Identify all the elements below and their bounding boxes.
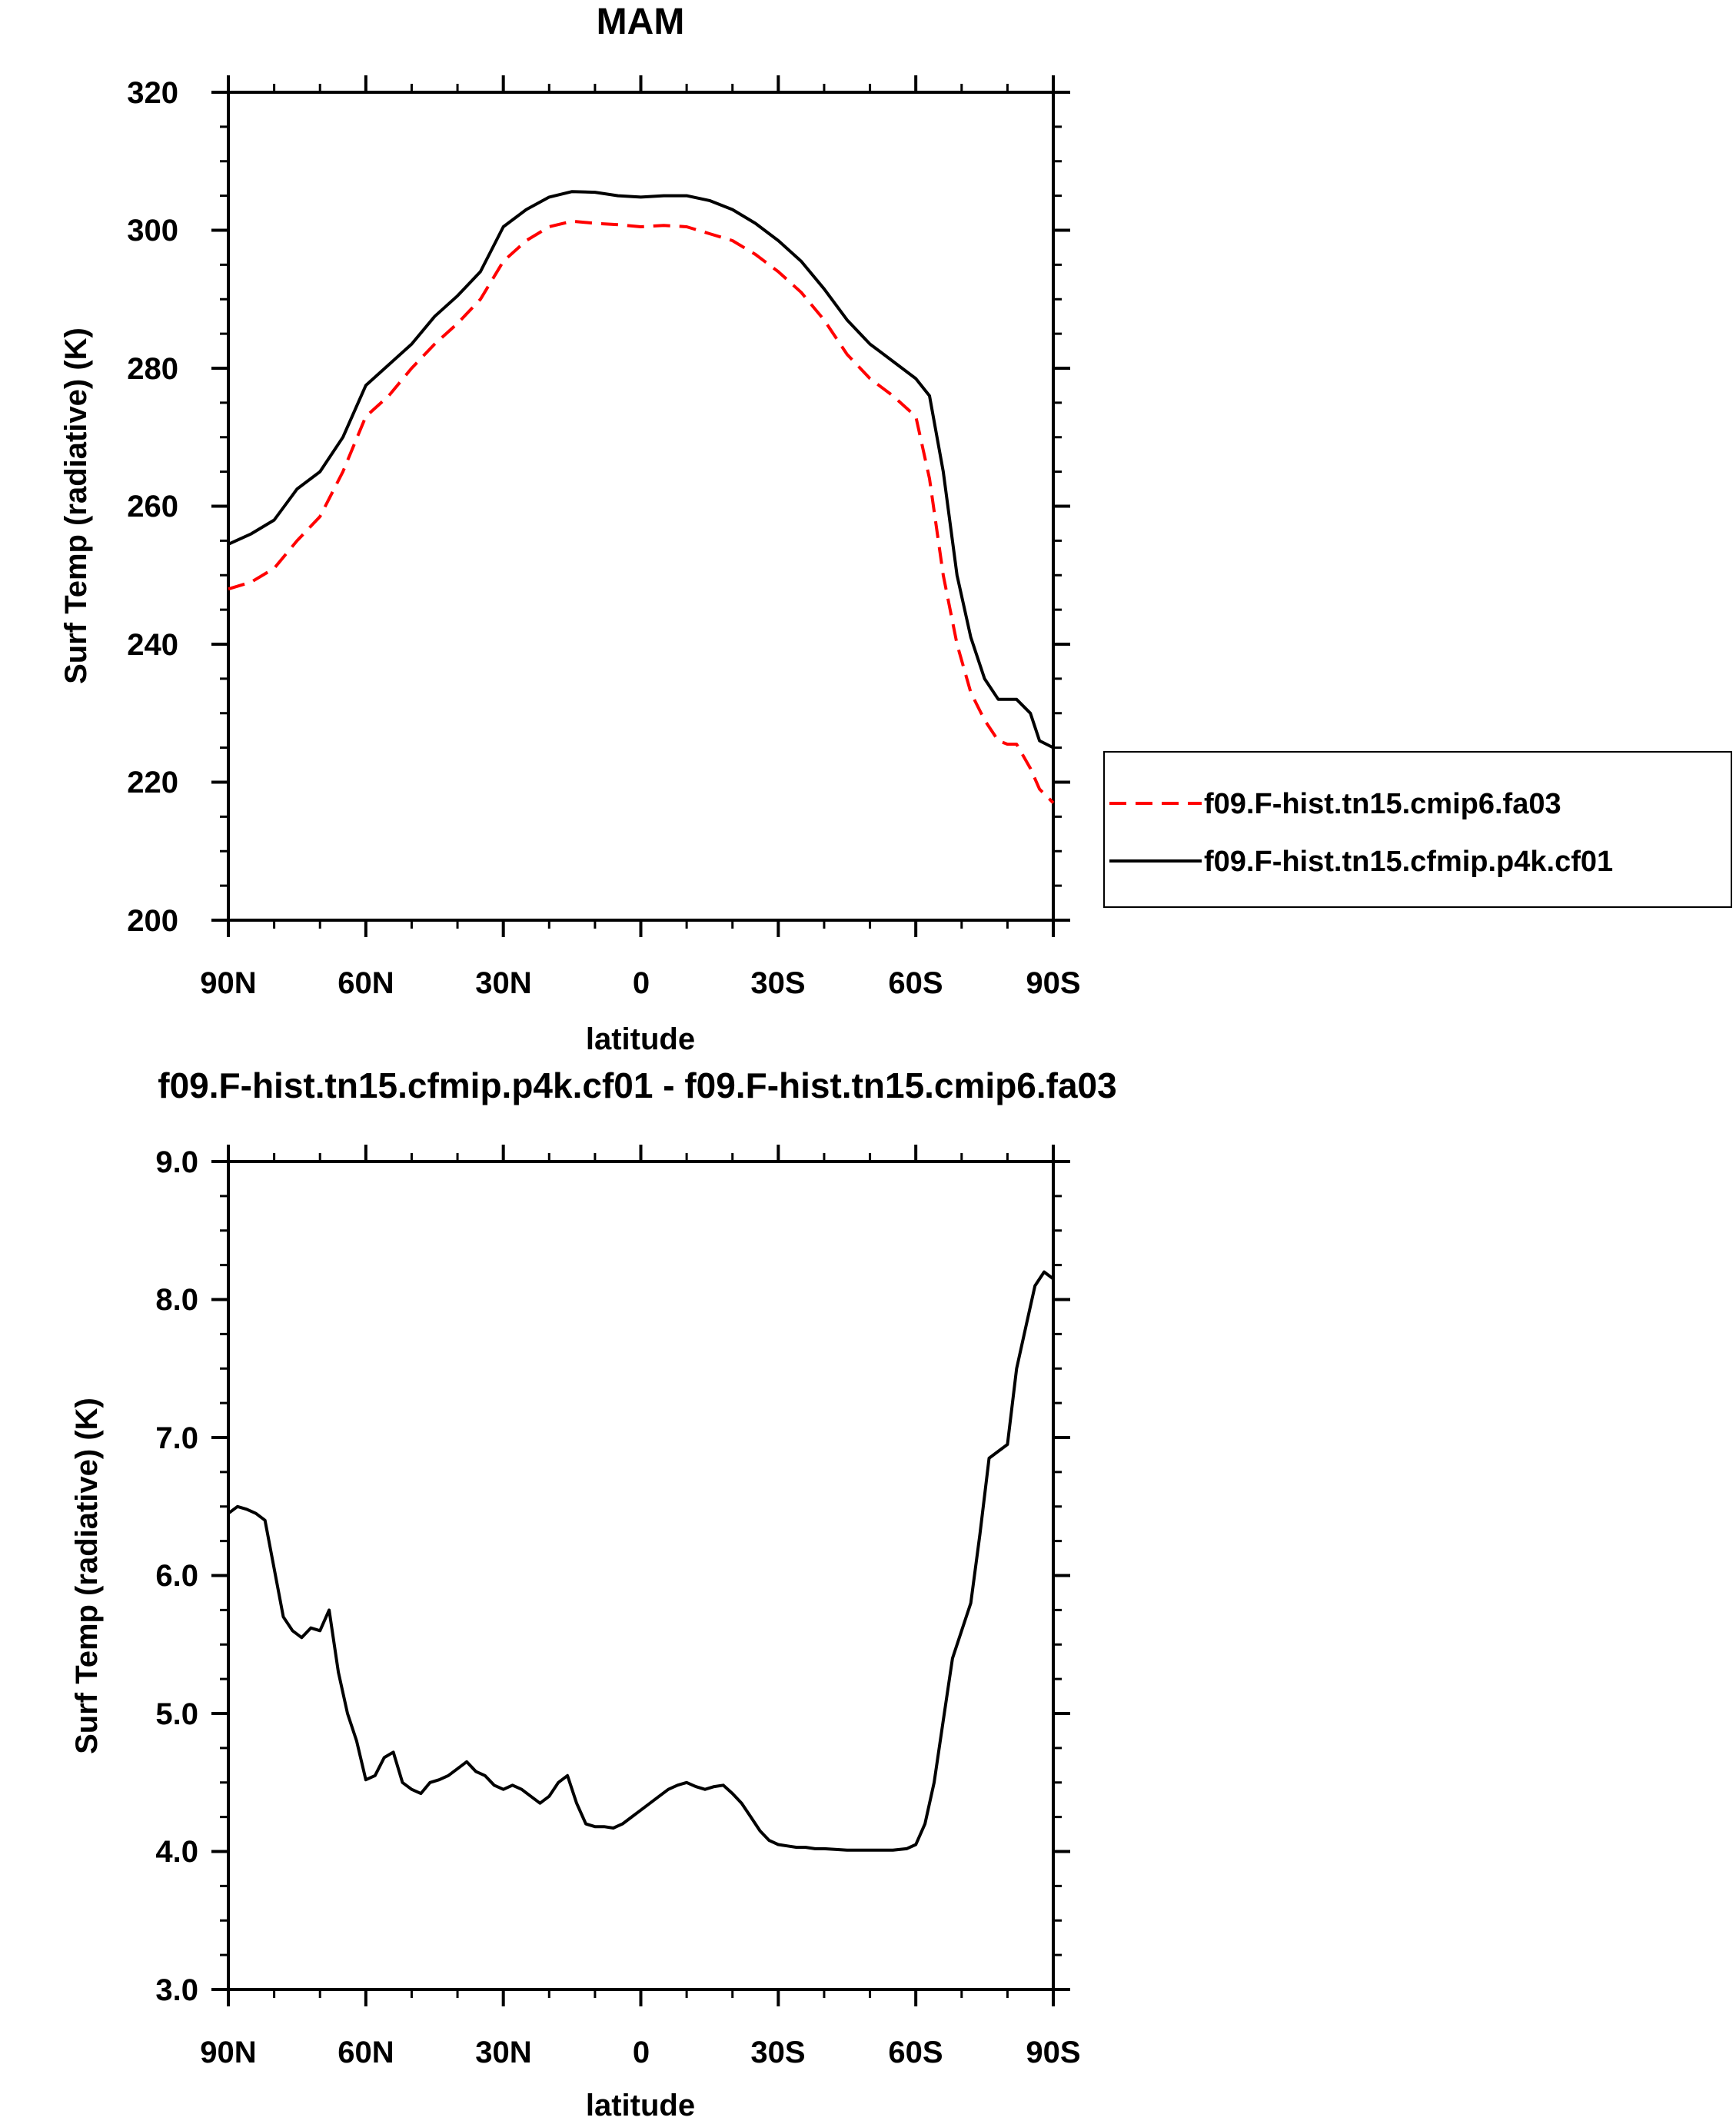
chart-title: f09.F-hist.tn15.cfmip.p4k.cf01 - f09.F-h… [158, 1065, 1116, 1105]
x-tick-labels: 90N 60N 30N 0 30S 60S 90S [200, 966, 1080, 1000]
legend: f09.F-hist.tn15.cmip6.fa03 f09.F-hist.tn… [1103, 751, 1732, 908]
plot-frame [227, 1160, 1055, 1991]
x-tick-label: 30N [475, 966, 531, 1000]
x-tick-label: 30N [475, 2036, 531, 2069]
x-axis-label: latitude [586, 2089, 695, 2122]
y-tick-label: 320 [127, 76, 178, 110]
y-tick-label: 240 [127, 628, 178, 662]
x-tick-label: 30S [750, 966, 805, 1000]
x-tick-label: 60S [888, 2036, 943, 2069]
x-tick-label: 60N [338, 966, 394, 1000]
x-tick-labels: 90N 60N 30N 0 30S 60S 90S [200, 2036, 1080, 2069]
series-lines [227, 1270, 1055, 1852]
y-tick-label: 260 [127, 490, 178, 524]
tick-marks [211, 1145, 1070, 2006]
x-tick-label: 60N [338, 2036, 394, 2069]
tick-marks [211, 75, 1070, 937]
x-tick-label: 90N [200, 2036, 256, 2069]
y-tick-label: 9.0 [155, 1145, 198, 1179]
x-tick-label: 0 [633, 966, 650, 1000]
y-tick-label: 5.0 [155, 1697, 198, 1731]
y-tick-label: 7.0 [155, 1421, 198, 1455]
x-tick-label: 0 [633, 2036, 650, 2069]
x-tick-label: 90S [1026, 966, 1080, 1000]
y-tick-label: 300 [127, 214, 178, 248]
x-tick-label: 90N [200, 966, 256, 1000]
series-line-cfmip-p4k-cf01 [228, 190, 1054, 750]
y-tick-label: 200 [127, 904, 178, 938]
legend-label-cmip6: f09.F-hist.tn15.cmip6.fa03 [1204, 788, 1561, 820]
y-tick-labels: 3.0 4.0 5.0 6.0 7.0 8.0 9.0 [155, 1145, 198, 2007]
surface-temperature-chart: MAM 200 220 240 260 280 300 320 90N 60N … [59, 2, 1732, 1056]
series-lines [228, 190, 1055, 804]
y-tick-label: 4.0 [155, 1835, 198, 1869]
x-tick-label: 60S [888, 966, 943, 1000]
series-line-difference [227, 1270, 1055, 1852]
chart-title: MAM [597, 2, 685, 42]
y-tick-label: 8.0 [155, 1283, 198, 1317]
x-axis-label: latitude [586, 1022, 695, 1056]
y-tick-label: 6.0 [155, 1559, 198, 1593]
legend-box [1103, 751, 1732, 908]
difference-chart: f09.F-hist.tn15.cfmip.p4k.cf01 - f09.F-h… [70, 1065, 1117, 2122]
y-tick-labels: 200 220 240 260 280 300 320 [127, 76, 178, 938]
plot-frame [227, 91, 1055, 922]
y-tick-label: 220 [127, 766, 178, 799]
y-tick-label: 3.0 [155, 1973, 198, 2007]
y-axis-label: Surf Temp (radiative) (K) [59, 327, 93, 684]
x-tick-label: 30S [750, 2036, 805, 2069]
series-line-cmip6-fa03 [228, 219, 1055, 804]
y-tick-label: 280 [127, 352, 178, 386]
legend-label-p4k: f09.F-hist.tn15.cfmip.p4k.cf01 [1204, 846, 1613, 878]
y-axis-label: Surf Temp (radiative) (K) [70, 1398, 104, 1754]
x-tick-label: 90S [1026, 2036, 1080, 2069]
